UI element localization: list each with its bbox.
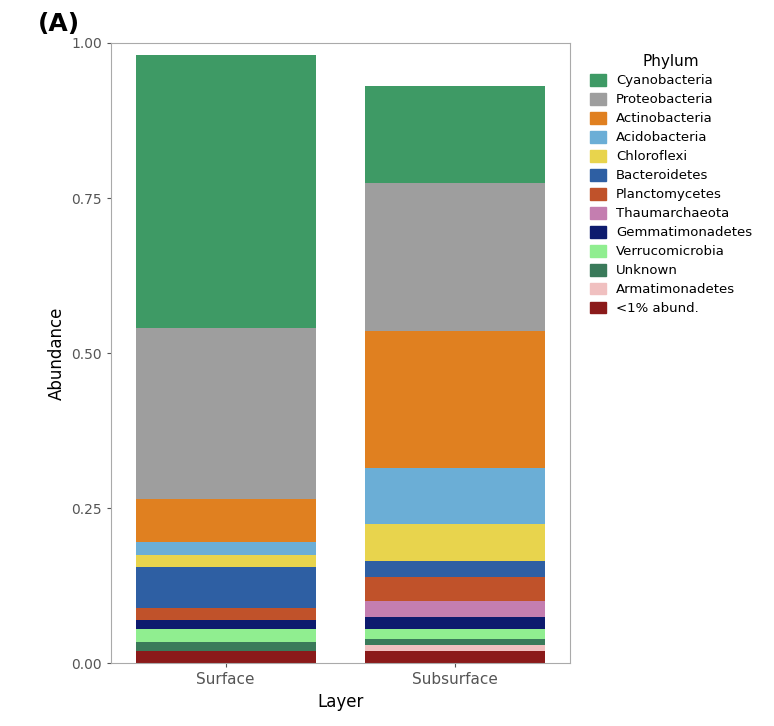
Bar — [135, 651, 316, 664]
Y-axis label: Abundance: Abundance — [48, 306, 66, 400]
Bar — [365, 645, 546, 651]
Bar — [135, 542, 316, 555]
Bar — [135, 642, 316, 651]
Bar — [365, 576, 546, 601]
Text: (A): (A) — [37, 12, 80, 36]
Bar — [365, 86, 546, 182]
Bar — [135, 555, 316, 567]
Bar — [365, 601, 546, 617]
Bar — [135, 499, 316, 542]
Bar — [365, 617, 546, 629]
Bar — [135, 608, 316, 620]
Bar — [135, 567, 316, 608]
Bar — [365, 468, 546, 524]
Bar — [135, 55, 316, 328]
Bar — [365, 629, 546, 639]
Bar — [135, 328, 316, 499]
Bar — [365, 332, 546, 468]
Bar — [365, 182, 546, 332]
Bar — [135, 620, 316, 629]
Legend: Cyanobacteria, Proteobacteria, Actinobacteria, Acidobacteria, Chloroflexi, Bacte: Cyanobacteria, Proteobacteria, Actinobac… — [586, 49, 756, 319]
Bar — [135, 629, 316, 642]
Bar — [365, 524, 546, 561]
Bar — [365, 651, 546, 664]
X-axis label: Layer: Layer — [317, 693, 364, 711]
Bar — [365, 639, 546, 645]
Bar — [365, 561, 546, 576]
